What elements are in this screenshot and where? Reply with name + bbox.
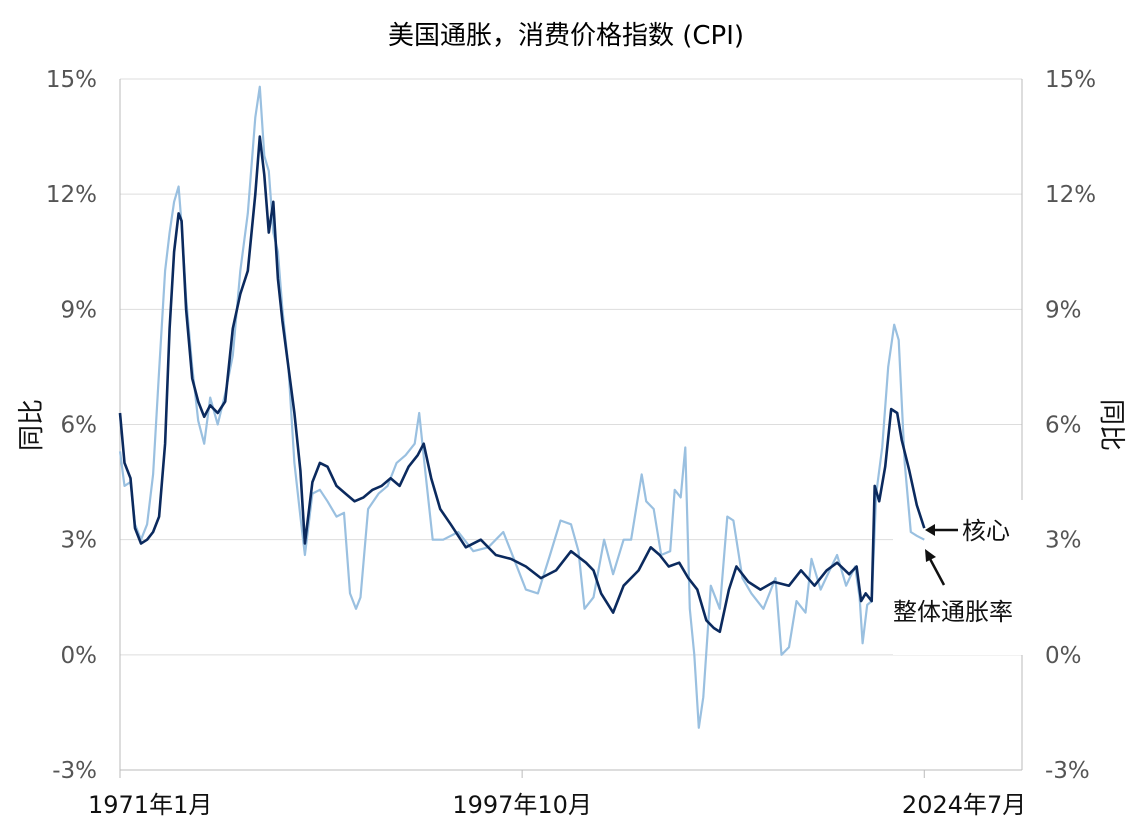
series-line-core — [118, 135, 926, 634]
y-tick-label-right: 3% — [1045, 528, 1082, 554]
annotation-mask — [893, 500, 1033, 655]
y-tick-label-left: 0% — [61, 643, 98, 669]
x-tick-label: 1971年1月 — [88, 791, 212, 819]
y-tick-label-right: 12% — [1045, 182, 1096, 208]
y-axis-label-left: 同比 — [17, 399, 47, 451]
y-axis-right-ticks: 15% 12% 9% 6% 3% 0% -3% — [1045, 67, 1096, 784]
x-axis-ticks: 1971年1月 1997年10月 2024年7月 — [88, 770, 1026, 819]
y-axis-left-ticks: 15% 12% 9% 6% 3% 0% -3% — [46, 67, 97, 784]
annotation-core-label: 核心 — [962, 517, 1010, 545]
annotation-core: 核心 — [925, 517, 1010, 545]
y-tick-label-right: 6% — [1045, 413, 1082, 439]
annotation-headline: 整体通胀率 — [893, 549, 1013, 626]
y-axis-label-right: 同比 — [1096, 399, 1126, 451]
series-line-headline — [118, 85, 925, 729]
y-tick-label-right: 9% — [1045, 297, 1082, 323]
y-tick-label-right: -3% — [1045, 758, 1090, 784]
y-tick-label-left: 12% — [46, 182, 97, 208]
x-tick-label: 2024年7月 — [902, 791, 1026, 819]
annotation-headline-arrowhead — [925, 549, 936, 562]
y-tick-label-left: -3% — [52, 758, 97, 784]
y-tick-label-right: 0% — [1045, 643, 1082, 669]
y-tick-label-left: 6% — [61, 413, 98, 439]
series-layer — [118, 85, 926, 729]
y-tick-label-right: 15% — [1045, 67, 1096, 93]
y-tick-label-left: 9% — [61, 297, 98, 323]
x-tick-label: 1997年10月 — [452, 791, 592, 819]
y-tick-label-left: 15% — [46, 67, 97, 93]
chart-title: 美国通胀，消费价格指数 (CPI) — [388, 21, 744, 51]
annotation-core-arrowhead — [925, 524, 935, 536]
y-tick-label-left: 3% — [61, 528, 98, 554]
annotation-headline-label: 整体通胀率 — [893, 598, 1013, 626]
annotation-headline-arrow — [927, 556, 946, 586]
gridlines — [120, 78, 1022, 656]
